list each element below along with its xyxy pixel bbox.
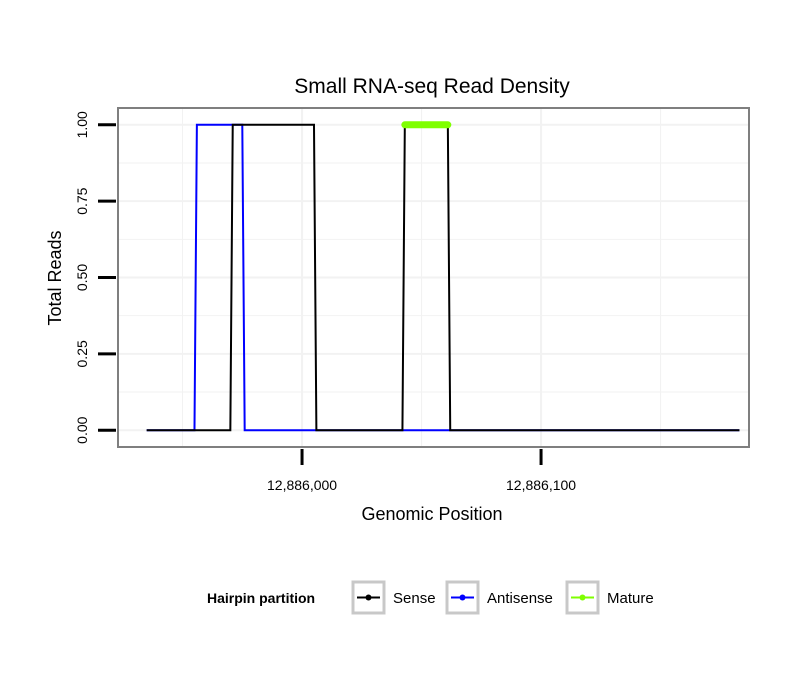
legend-point-sense: [365, 594, 372, 601]
legend-item-antisense: Antisense: [445, 580, 553, 615]
x-axis: 12,886,000 12,886,100: [267, 449, 576, 493]
y-tick-label: 0.25: [74, 340, 90, 367]
x-axis-label: Genomic Position: [361, 504, 502, 524]
y-tick-label: 0.00: [74, 416, 90, 443]
series-layer: [146, 121, 740, 432]
legend-item-mature: Mature: [565, 580, 654, 615]
y-axis: 0.00 0.25 0.50 0.75 1.00: [74, 111, 116, 444]
x-tick-label: 12,886,100: [506, 477, 576, 493]
legend-label-sense: Sense: [393, 590, 436, 607]
y-axis-label: Total Reads: [45, 230, 65, 325]
panel-border: [117, 107, 750, 448]
x-tick-label: 12,886,000: [267, 477, 337, 493]
chart-title: Small RNA-seq Read Density: [294, 75, 570, 98]
series-line-sense: [146, 123, 740, 432]
legend-item-sense: Sense: [351, 580, 436, 615]
legend-point-antisense: [459, 594, 466, 601]
legend-point-mature: [579, 594, 586, 601]
y-tick-label: 0.50: [74, 264, 90, 291]
grid: [118, 108, 749, 447]
legend-title: Hairpin partition: [207, 590, 315, 606]
y-tick-label: 1.00: [74, 111, 90, 138]
legend: Hairpin partition Sense Antisense Mature: [207, 580, 654, 615]
y-tick-label: 0.75: [74, 187, 90, 214]
legend-label-antisense: Antisense: [487, 590, 553, 607]
legend-label-mature: Mature: [607, 590, 654, 607]
